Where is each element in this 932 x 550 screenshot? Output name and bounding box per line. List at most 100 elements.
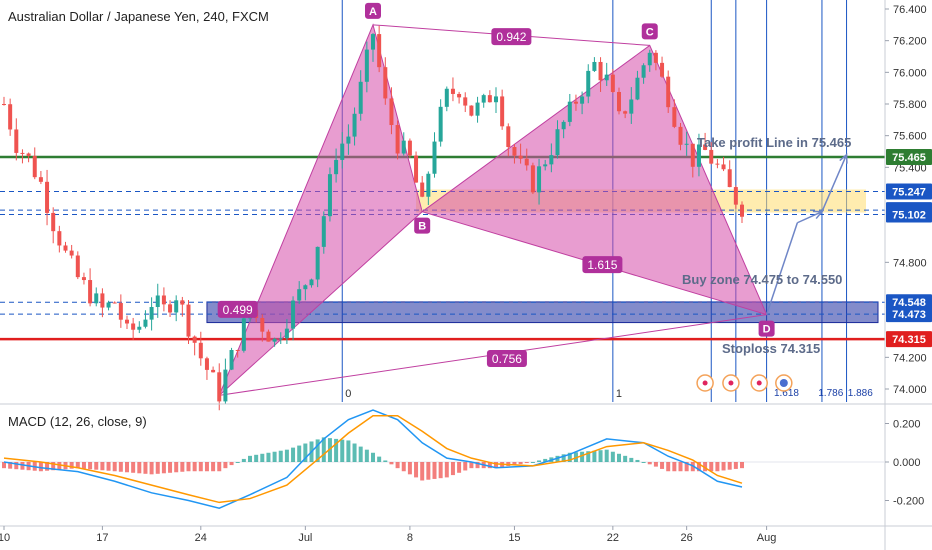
event-icon-dot bbox=[779, 379, 788, 387]
candle-body bbox=[623, 111, 628, 114]
candle-body bbox=[530, 165, 535, 193]
candle-body bbox=[309, 279, 314, 286]
price-level-label: 74.473 bbox=[892, 309, 926, 321]
x-tick-label: 15 bbox=[508, 532, 520, 544]
candle-body bbox=[186, 304, 191, 337]
candle-body bbox=[721, 164, 726, 170]
macd-histogram-bar bbox=[371, 452, 375, 462]
macd-histogram-bar bbox=[438, 462, 443, 479]
ratio-badge bbox=[491, 28, 532, 46]
macd-histogram-bar bbox=[721, 462, 726, 471]
macd-histogram-bar bbox=[537, 460, 542, 462]
candle-body bbox=[51, 212, 56, 232]
candle-body bbox=[260, 318, 265, 332]
candle-body bbox=[549, 155, 554, 165]
macd-histogram-bar bbox=[494, 462, 498, 469]
macd-histogram-bar bbox=[143, 462, 148, 474]
macd-histogram-bar bbox=[586, 451, 591, 462]
candle-body bbox=[174, 300, 179, 313]
macd-histogram-bar bbox=[346, 440, 351, 462]
candle-body bbox=[106, 302, 111, 308]
candle-body bbox=[20, 152, 25, 154]
candle-body bbox=[303, 285, 308, 290]
event-icon-dot bbox=[728, 380, 734, 386]
macd-histogram-bar bbox=[241, 458, 246, 462]
candle-body bbox=[481, 95, 486, 103]
macd-histogram-bar bbox=[131, 462, 136, 473]
candle-body bbox=[94, 293, 99, 304]
candle-body bbox=[494, 96, 498, 103]
macd-histogram-bar bbox=[653, 462, 658, 467]
x-tick-label: 10 bbox=[0, 532, 10, 544]
pattern-layer bbox=[218, 23, 768, 396]
macd-histogram-bar bbox=[383, 460, 388, 462]
candle-body bbox=[401, 140, 406, 154]
macd-histogram-bar bbox=[303, 443, 308, 462]
price-level-badge bbox=[886, 206, 932, 223]
macd-histogram-bar bbox=[727, 462, 732, 470]
candle-body bbox=[678, 126, 683, 145]
macd-histogram-bar bbox=[137, 462, 142, 474]
macd-title: MACD (12, 26, close, 9) bbox=[8, 414, 147, 429]
candle-body bbox=[653, 52, 658, 63]
macd-histogram-bar bbox=[57, 462, 62, 470]
candle-body bbox=[112, 302, 117, 304]
macd-histogram-bar bbox=[604, 449, 609, 462]
candle-body bbox=[414, 155, 419, 183]
candle-body bbox=[2, 104, 6, 105]
y-tick-label: 75.800 bbox=[893, 99, 927, 111]
macd-histogram-bar bbox=[291, 447, 296, 462]
candle-body bbox=[69, 250, 74, 256]
candle-body bbox=[567, 101, 572, 122]
candle-body bbox=[444, 88, 449, 107]
macd-histogram-bar bbox=[672, 462, 677, 472]
projection-arrow bbox=[821, 154, 848, 212]
macd-histogram-bar bbox=[278, 450, 283, 462]
candle-body bbox=[211, 369, 216, 373]
candle-body bbox=[703, 144, 708, 150]
macd-histogram-bar bbox=[2, 462, 6, 469]
macd-histogram-bar bbox=[174, 462, 179, 473]
candle-body bbox=[457, 93, 462, 98]
candle-body bbox=[198, 342, 203, 359]
macd-histogram-bar bbox=[69, 462, 74, 469]
macd-histogram-bar bbox=[8, 462, 13, 469]
x-tick-label: Jul bbox=[298, 532, 312, 544]
y-tick-label: 74.200 bbox=[893, 352, 927, 364]
candle-body bbox=[432, 141, 437, 174]
macd-histogram-bar bbox=[401, 462, 406, 472]
candle-body bbox=[715, 163, 720, 165]
macd-y-tick-label: 0.200 bbox=[893, 419, 921, 431]
ratio-label: 0.942 bbox=[496, 30, 526, 44]
candle-body bbox=[450, 88, 455, 94]
candle-body bbox=[8, 104, 13, 130]
macd-histogram-bar bbox=[149, 462, 154, 475]
candle-body bbox=[684, 143, 689, 145]
macd-histogram-bar bbox=[223, 462, 228, 469]
candle-body bbox=[241, 318, 246, 351]
candle-body bbox=[340, 143, 345, 160]
macd-histogram-bar bbox=[580, 451, 585, 462]
ratio-label: 0.756 bbox=[492, 352, 522, 366]
candle-body bbox=[377, 34, 382, 68]
candle-body bbox=[155, 295, 160, 308]
x-tick-label: 17 bbox=[96, 532, 108, 544]
candle-body bbox=[727, 169, 732, 188]
pattern-point-label: C bbox=[646, 26, 654, 38]
candle-body bbox=[137, 326, 142, 330]
macd-histogram-bar bbox=[192, 462, 197, 472]
candle-body bbox=[561, 121, 566, 130]
macd-histogram-bar bbox=[740, 462, 744, 469]
candle-body bbox=[518, 155, 523, 159]
candle-body bbox=[131, 323, 136, 330]
projection-arrow bbox=[797, 210, 823, 224]
candle-body bbox=[358, 81, 363, 114]
macd-histogram-bar bbox=[14, 462, 19, 470]
macd-histogram-bar bbox=[327, 438, 332, 462]
candle-body bbox=[629, 99, 634, 114]
ratio-badge bbox=[486, 349, 527, 367]
y-tick-label: 76.000 bbox=[893, 67, 927, 79]
pattern-point-badge bbox=[414, 217, 431, 234]
candle-body bbox=[26, 153, 31, 156]
